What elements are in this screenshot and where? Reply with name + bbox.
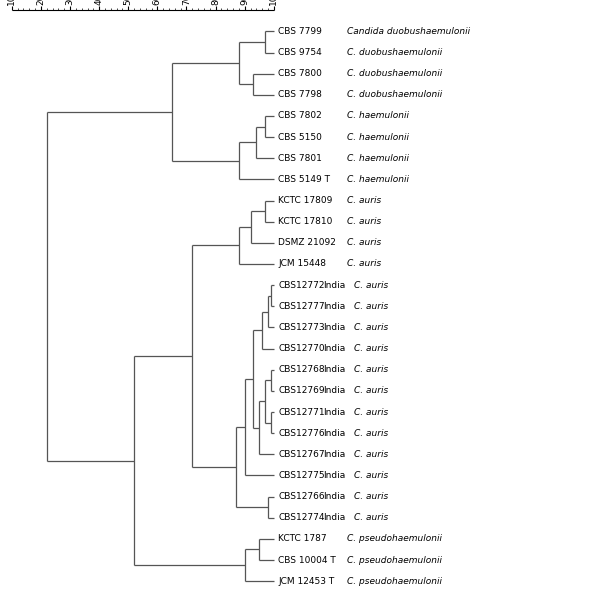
- Text: CBS 9754: CBS 9754: [278, 48, 322, 57]
- Text: C. duobushaemulonii: C. duobushaemulonii: [347, 69, 442, 78]
- Text: CBS 5150: CBS 5150: [278, 132, 322, 141]
- Text: C. haemulonii: C. haemulonii: [347, 111, 409, 120]
- Text: JCM 15448: JCM 15448: [278, 259, 326, 268]
- Text: C. auris: C. auris: [354, 429, 388, 438]
- Text: C. auris: C. auris: [354, 471, 388, 480]
- Text: India: India: [323, 323, 346, 332]
- Text: India: India: [323, 344, 346, 353]
- Text: KCTC 17810: KCTC 17810: [278, 217, 332, 226]
- Text: CBS12777: CBS12777: [278, 302, 325, 311]
- Text: CBS12771: CBS12771: [278, 408, 325, 417]
- Text: 90: 90: [240, 0, 249, 5]
- Text: India: India: [323, 386, 346, 396]
- Text: C. auris: C. auris: [354, 408, 388, 417]
- Text: C. auris: C. auris: [354, 365, 388, 374]
- Text: C. pseudohaemulonii: C. pseudohaemulonii: [347, 535, 442, 544]
- Text: C. pseudohaemulonii: C. pseudohaemulonii: [347, 556, 442, 565]
- Text: C. auris: C. auris: [354, 344, 388, 353]
- Text: C. auris: C. auris: [354, 514, 388, 523]
- Text: India: India: [323, 429, 346, 438]
- Text: CBS 7800: CBS 7800: [278, 69, 322, 78]
- Text: KCTC 17809: KCTC 17809: [278, 196, 332, 205]
- Text: JCM 12453 T: JCM 12453 T: [278, 577, 334, 586]
- Text: C. auris: C. auris: [347, 217, 381, 226]
- Text: India: India: [323, 365, 346, 374]
- Text: CBS12775: CBS12775: [278, 471, 325, 480]
- Text: C. pseudohaemulonii: C. pseudohaemulonii: [347, 577, 442, 586]
- Text: CBS12768: CBS12768: [278, 365, 325, 374]
- Text: C. auris: C. auris: [354, 323, 388, 332]
- Text: 100: 100: [269, 0, 278, 5]
- Text: 70: 70: [182, 0, 191, 5]
- Text: CBS 10004 T: CBS 10004 T: [278, 556, 336, 565]
- Text: CBS12767: CBS12767: [278, 450, 325, 459]
- Text: C. haemulonii: C. haemulonii: [347, 132, 409, 141]
- Text: 20: 20: [37, 0, 46, 5]
- Text: C. auris: C. auris: [354, 492, 388, 501]
- Text: C. auris: C. auris: [354, 386, 388, 396]
- Text: C. auris: C. auris: [354, 450, 388, 459]
- Text: India: India: [323, 450, 346, 459]
- Text: CBS 7799: CBS 7799: [278, 27, 322, 36]
- Text: DSMZ 21092: DSMZ 21092: [278, 238, 336, 247]
- Text: CBS12766: CBS12766: [278, 492, 325, 501]
- Text: 10: 10: [7, 0, 16, 5]
- Text: C. auris: C. auris: [347, 196, 381, 205]
- Text: CBS12773: CBS12773: [278, 323, 325, 332]
- Text: India: India: [323, 302, 346, 311]
- Text: Candida duobushaemulonii: Candida duobushaemulonii: [347, 27, 470, 36]
- Text: India: India: [323, 514, 346, 523]
- Text: CBS12770: CBS12770: [278, 344, 325, 353]
- Text: CBS 7798: CBS 7798: [278, 90, 322, 99]
- Text: CBS12769: CBS12769: [278, 386, 325, 396]
- Text: 80: 80: [211, 0, 220, 5]
- Text: C. haemulonii: C. haemulonii: [347, 154, 409, 163]
- Text: C. duobushaemulonii: C. duobushaemulonii: [347, 90, 442, 99]
- Text: 50: 50: [124, 0, 133, 5]
- Text: CBS12774: CBS12774: [278, 514, 325, 523]
- Text: 40: 40: [95, 0, 104, 5]
- Text: CBS 7802: CBS 7802: [278, 111, 322, 120]
- Text: C. auris: C. auris: [347, 238, 381, 247]
- Text: C. duobushaemulonii: C. duobushaemulonii: [347, 48, 442, 57]
- Text: CBS12772: CBS12772: [278, 281, 325, 290]
- Text: CBS 5149 T: CBS 5149 T: [278, 175, 330, 184]
- Text: India: India: [323, 492, 346, 501]
- Text: India: India: [323, 408, 346, 417]
- Text: 60: 60: [153, 0, 162, 5]
- Text: CBS 7801: CBS 7801: [278, 154, 322, 163]
- Text: C. auris: C. auris: [347, 259, 381, 268]
- Text: 30: 30: [65, 0, 74, 5]
- Text: CBS12776: CBS12776: [278, 429, 325, 438]
- Text: C. haemulonii: C. haemulonii: [347, 175, 409, 184]
- Text: India: India: [323, 281, 346, 290]
- Text: C. auris: C. auris: [354, 281, 388, 290]
- Text: India: India: [323, 471, 346, 480]
- Text: KCTC 1787: KCTC 1787: [278, 535, 327, 544]
- Text: C. auris: C. auris: [354, 302, 388, 311]
